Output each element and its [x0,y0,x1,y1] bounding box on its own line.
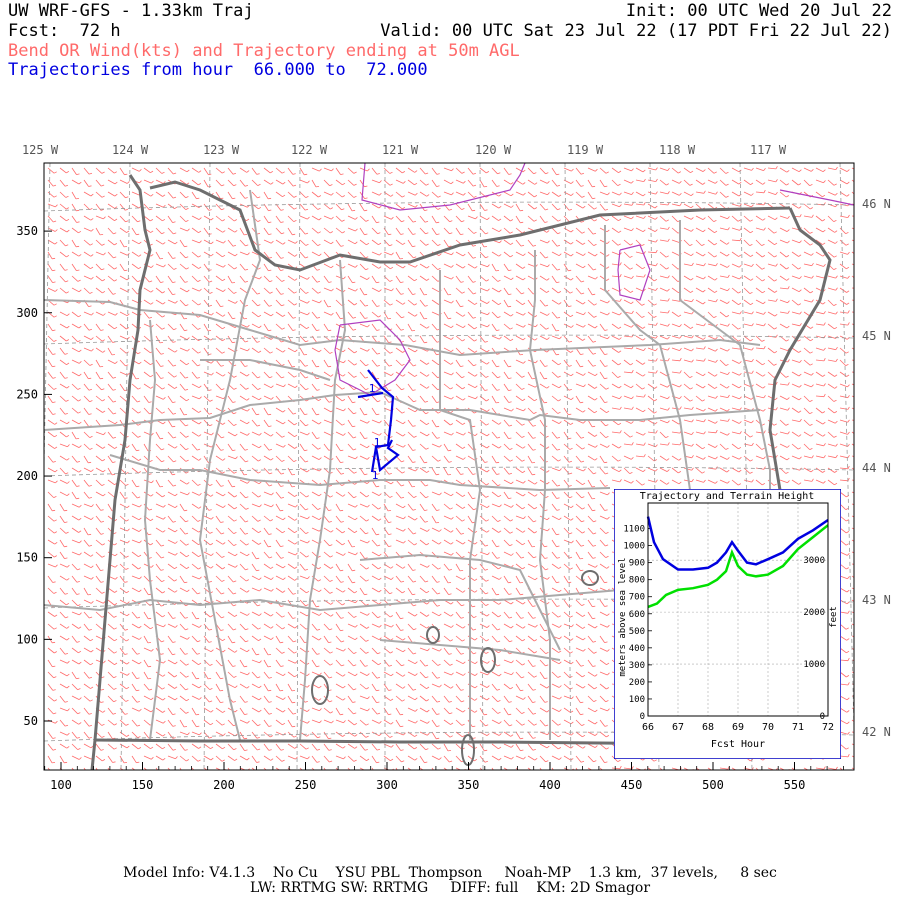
inset-meter-tick: 100 [629,695,645,705]
longitude-label: 124 W [112,143,149,157]
model-info-line: Model Info: V4.1.3 No Cu YSU PBL Thompso… [123,865,777,881]
trajectory-height-line [646,516,829,571]
trajectory-height-inset: Trajectory and Terrain Height meters abo… [614,489,841,759]
inset-plot-frame [647,502,829,717]
forecast-hour: Fcst: 72 h [8,21,121,41]
y-grid-tick-label: 50 [24,714,38,728]
county-boundaries [44,189,791,741]
longitude-label: 120 W [475,143,512,157]
longitude-label: 122 W [291,143,328,157]
trajectory-hours: Trajectories from hour 66.000 to 72.000 [8,60,428,80]
x-grid-tick-label: 150 [132,778,154,792]
x-grid-tick-label: 350 [458,778,480,792]
longitude-label: 125 W [22,143,59,157]
map-axes: 125 W 124 W 123 W 122 W 121 W 120 W 119 W 118 W… [16,143,891,792]
terrain-height-line [647,524,829,609]
longitude-label: 123 W [203,143,240,157]
inset-left-axis-label: meters above sea level [618,557,628,676]
x-grid-tick-label: 250 [295,778,317,792]
longitude-label: 119 W [567,143,604,157]
y-grid-tick-label: 350 [16,224,38,238]
x-grid-tick-label: 400 [539,778,561,792]
inset-hour-tick: 68 [702,722,714,733]
lat-lon-gridlines [44,163,854,770]
inset-hour-tick: 71 [792,722,804,733]
inset-right-axis-label: feet [829,606,839,628]
trajectory-hour-mark: 1 [374,436,381,449]
inset-x-axis-label: Fcst Hour [711,739,765,750]
inset-meter-tick: 700 [629,593,645,603]
x-grid-tick-label: 550 [784,778,806,792]
inset-hour-tick: 72 [822,722,834,733]
map-frame [43,162,855,771]
inset-meter-tick: 800 [629,576,645,586]
latitude-label: 43 N [862,593,891,607]
inset-meter-tick: 600 [629,610,645,620]
water-bodies [334,163,854,396]
model-physics-line: LW: RRTMG SW: RRTMG DIFF: full KM: 2D Sm… [249,880,651,896]
longitude-label: 121 W [382,143,419,157]
inset-hour-tick: 70 [762,722,774,733]
longitude-label: 117 W [750,143,787,157]
inset-hour-tick: 67 [672,722,684,733]
latitude-label: 42 N [862,725,891,739]
x-grid-tick-label: 300 [376,778,398,792]
x-grid-tick-label: 500 [702,778,724,792]
y-grid-tick-label: 150 [16,551,38,565]
inset-feet-tick: 0 [820,712,825,722]
trajectory-hour-marks: 1 1 1 [369,382,381,482]
init-time: Init: 00 UTC Wed 20 Jul 22 [625,1,892,21]
y-grid-tick-label: 250 [16,387,38,401]
latitude-label: 46 N [862,197,891,211]
latitude-label: 44 N [862,461,891,475]
inset-feet-tick: 2000 [803,608,825,618]
inset-tick-labels: 66 67 68 69 70 71 7201002003004005006007008009… [623,525,834,733]
inset-feet-tick: 1000 [803,660,825,670]
inset-meter-tick: 1100 [623,525,645,535]
latitude-label: 45 N [862,329,891,343]
inset-feet-tick: 3000 [803,556,825,566]
inset-meter-tick: 200 [629,678,645,688]
inset-meter-tick: 400 [629,644,645,654]
y-grid-tick-label: 200 [16,469,38,483]
longitude-label: 118 W [659,143,696,157]
inset-meter-tick: 900 [629,559,645,569]
valid-time: Valid: 00 UTC Sat 23 Jul 22 (17 PDT Fri … [380,21,892,41]
trajectory-path [357,369,400,473]
inset-hour-tick: 69 [732,722,744,733]
x-grid-tick-label: 100 [50,778,72,792]
y-grid-tick-label: 100 [16,632,38,646]
product-title: UW WRF-GFS - 1.33km Traj [8,1,254,21]
trajectory-hour-mark: 1 [369,382,376,395]
inset-series [646,516,829,609]
inset-meter-tick: 500 [629,627,645,637]
trajectory-hour-mark: 1 [372,469,379,482]
inset-hour-tick: 66 [642,722,654,733]
inset-meter-tick: 1000 [623,542,645,552]
y-grid-tick-label: 300 [16,306,38,320]
x-grid-tick-label: 200 [213,778,235,792]
inset-meter-tick: 0 [640,712,645,722]
inset-title: Trajectory and Terrain Height [640,491,815,502]
inset-meter-tick: 300 [629,661,645,671]
field-description: Bend OR Wind(kts) and Trajectory ending … [8,41,520,61]
x-grid-tick-label: 450 [621,778,643,792]
